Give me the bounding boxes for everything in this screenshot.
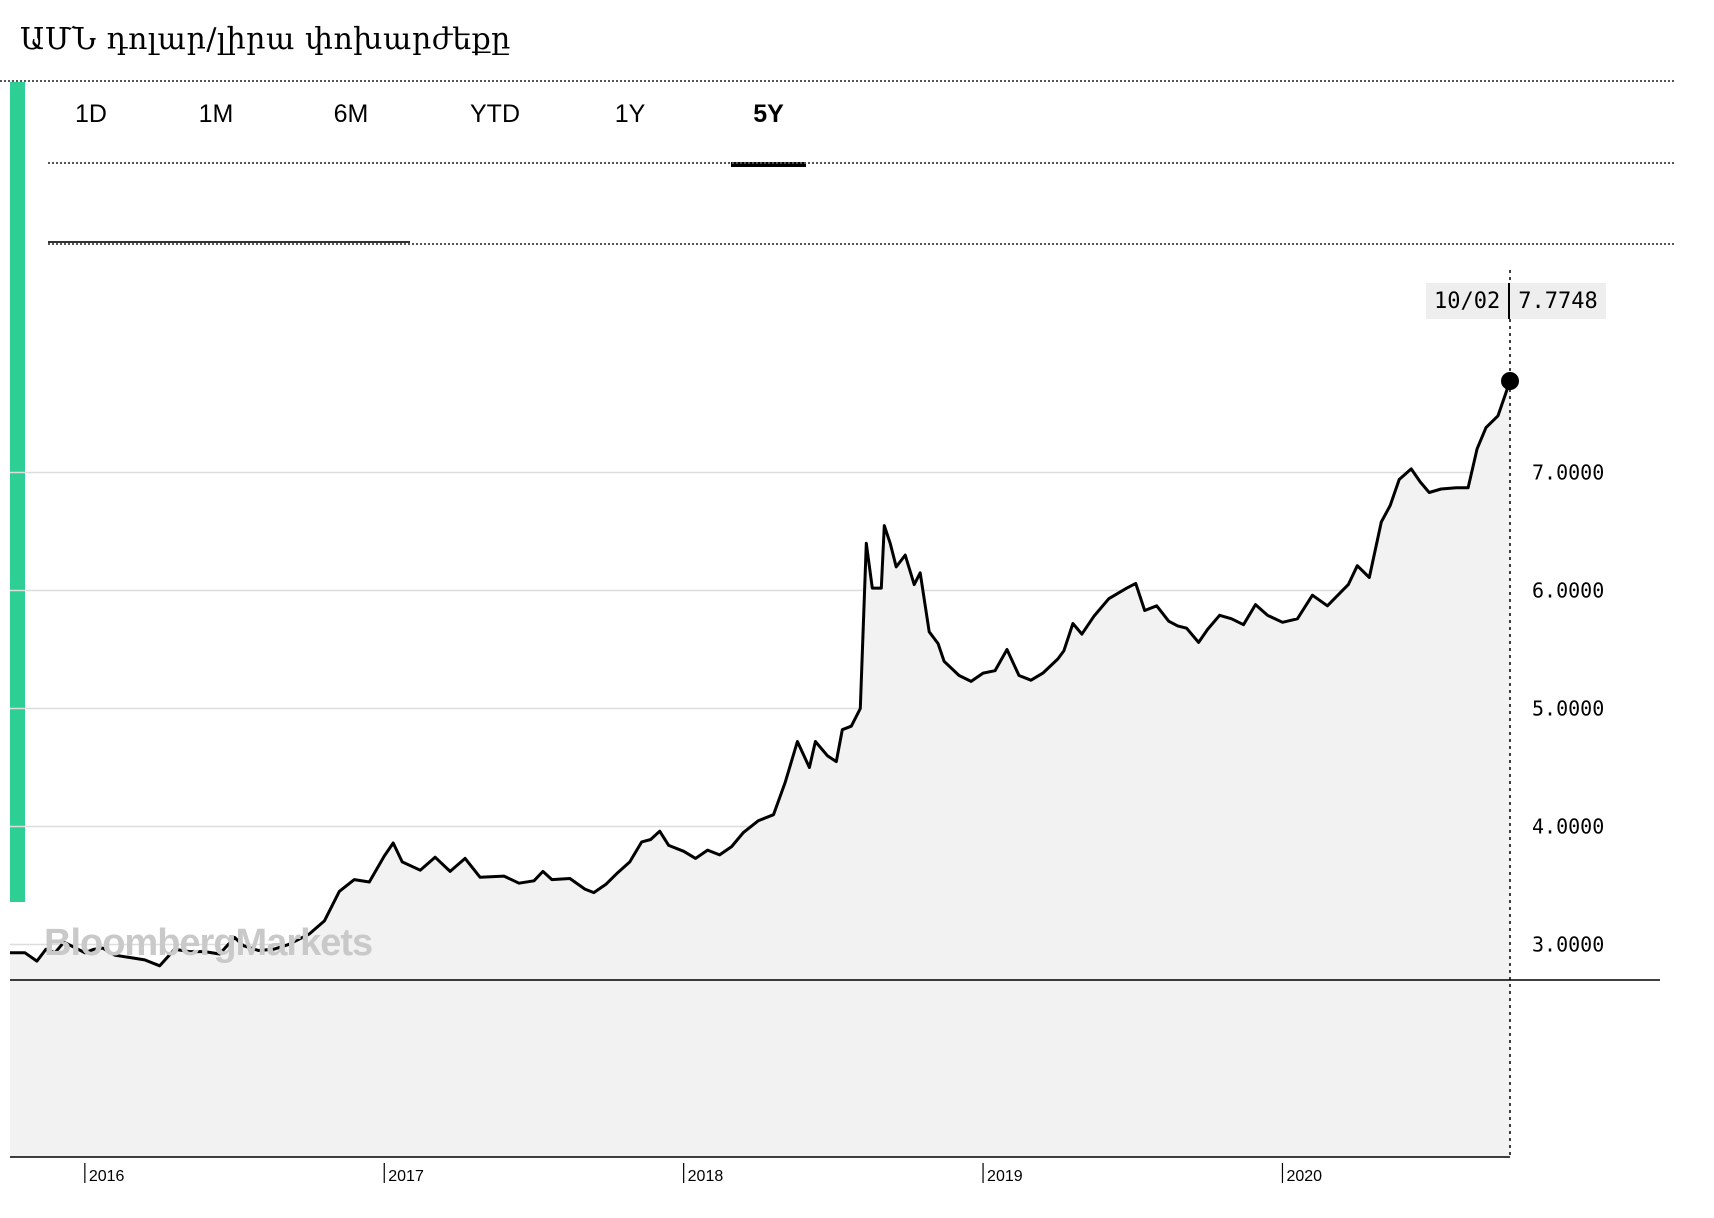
y-tick-labels: 3.0000 4.0000 5.0000 6.0000 7.0000 bbox=[1532, 460, 1604, 956]
selection-underline bbox=[48, 241, 410, 243]
tab-ytd[interactable]: YTD bbox=[470, 100, 520, 128]
tab-1d[interactable]: 1D bbox=[75, 100, 107, 128]
page-title: ԱՄՆ դոլար/լիրա փոխարժեքը bbox=[20, 22, 511, 57]
y-tick-label: 4.0000 bbox=[1532, 815, 1604, 839]
tooltip-value: 7.7748 bbox=[1518, 288, 1598, 314]
x-tick-label: 2016 bbox=[89, 1168, 125, 1185]
header-divider bbox=[0, 80, 1674, 82]
tabs-divider bbox=[48, 162, 1674, 164]
x-tick-label: 2020 bbox=[1286, 1168, 1322, 1185]
x-tick-labels: 2016 2017 2018 2019 2020 bbox=[84, 1163, 1322, 1185]
x-tick-label: 2019 bbox=[987, 1168, 1023, 1185]
x-tick-label: 2017 bbox=[388, 1168, 424, 1185]
bloomberg-watermark: BloombergMarkets bbox=[44, 922, 373, 964]
tooltip-date: 10/02 bbox=[1434, 288, 1501, 314]
y-tick-label: 5.0000 bbox=[1532, 697, 1604, 721]
tab-5y[interactable]: 5Y bbox=[731, 100, 806, 167]
tab-1y[interactable]: 1Y bbox=[614, 100, 646, 128]
series-area bbox=[10, 381, 1510, 1157]
y-tick-label: 7.0000 bbox=[1532, 460, 1604, 484]
tab-1m[interactable]: 1M bbox=[198, 100, 234, 128]
tab-6m[interactable]: 6M bbox=[333, 100, 369, 128]
last-point-marker bbox=[1501, 372, 1519, 391]
accent-bar bbox=[10, 82, 25, 902]
tooltip-divider bbox=[1508, 283, 1511, 319]
series-line bbox=[10, 380, 1512, 968]
y-tick-label: 3.0000 bbox=[1532, 933, 1604, 957]
hover-tooltip: 10/02 7.7748 bbox=[1426, 283, 1606, 319]
chart-top-divider bbox=[48, 243, 1674, 245]
y-tick-label: 6.0000 bbox=[1532, 578, 1604, 602]
x-tick-label: 2018 bbox=[688, 1168, 724, 1185]
